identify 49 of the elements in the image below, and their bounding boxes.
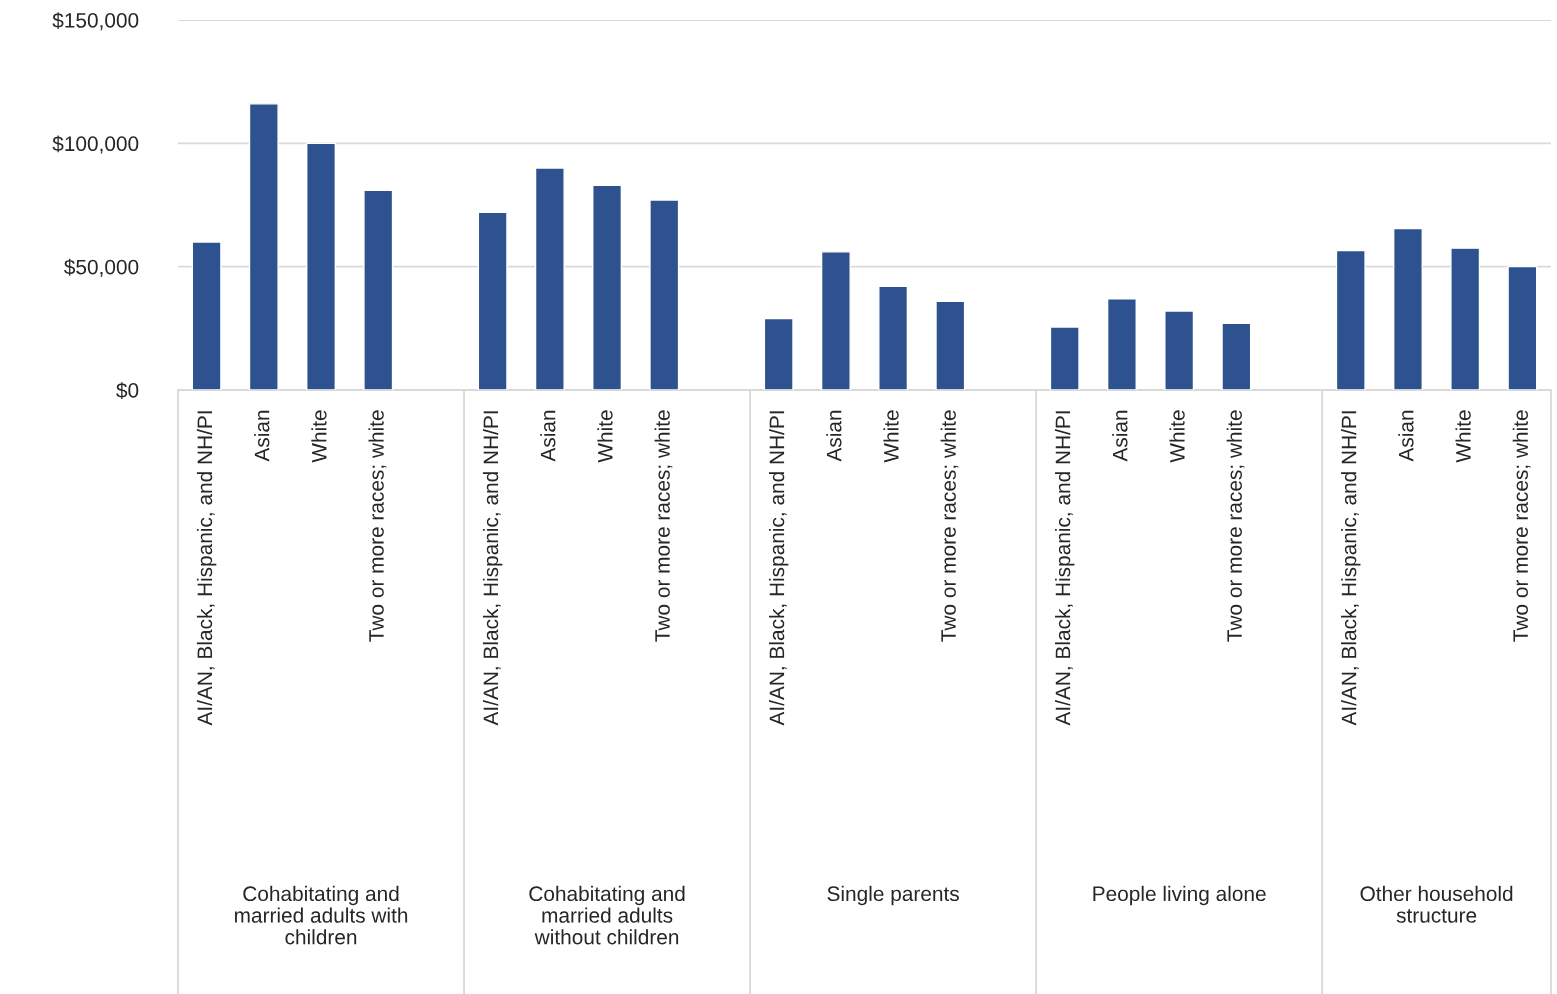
x-tick-label: White [311,410,327,463]
x-tick-label: Two or more races; white [1226,410,1245,642]
x-tick-label: White [883,410,899,463]
text: Other household structure [1360,885,1513,923]
x-tick-label: AI/AN, Black, Hispanic, and NH/PI [1341,411,1361,726]
bar [763,317,794,390]
text: Cohabitating and married adults without children [529,885,685,945]
x-tick-label: White [1169,410,1185,463]
bar [1049,326,1080,390]
x-tick-label: AI/AN, Black, Hispanic, and NH/PI [482,411,503,726]
bar [1507,265,1538,390]
x-tick-label: Asian [254,410,270,462]
bar [363,189,394,390]
text: People living alone [1093,885,1266,906]
y-tick-label: $50,000 [64,258,139,277]
bar [1335,249,1366,390]
bar [820,251,851,390]
y-tick-label: $150,000 [52,12,139,31]
y-tick-label: $100,000 [52,135,139,154]
x-tick-label: Two or more races; white [940,410,959,642]
bar [649,199,680,390]
x-tick-label: Asian [1112,410,1128,462]
bar [1392,227,1423,390]
y-tick-label: $0 [116,382,139,399]
bar [306,142,337,390]
x-tick-label: White [597,410,613,463]
x-tick-label: AI/AN, Black, Hispanic, and NH/PI [768,411,789,726]
x-tick-label: Two or more races; white [654,410,673,642]
x-tick-label: Asian [826,410,842,462]
bar [534,167,565,390]
x-tick-label: AI/AN, Black, Hispanic, and NH/PI [196,411,217,726]
text: Cohabitating and married adults with children [234,885,408,945]
x-tick-label: White [1455,410,1471,463]
bar [935,300,966,390]
bar [248,103,279,390]
bar [191,241,222,390]
x-tick-label: Two or more races; white [368,410,387,642]
bar [477,211,508,390]
x-tick-label: Asian [1398,410,1414,462]
text: Single parents [827,885,959,906]
x-tick-label: AI/AN, Black, Hispanic, and NH/PI [1055,411,1075,726]
x-tick-label: Asian [540,410,556,462]
bar [1106,298,1137,390]
bar [1221,322,1252,390]
x-tick-label: Two or more races; white [1512,410,1531,642]
bar [1164,310,1195,390]
bar [592,184,623,390]
bar [878,285,909,390]
bar [1450,247,1481,390]
